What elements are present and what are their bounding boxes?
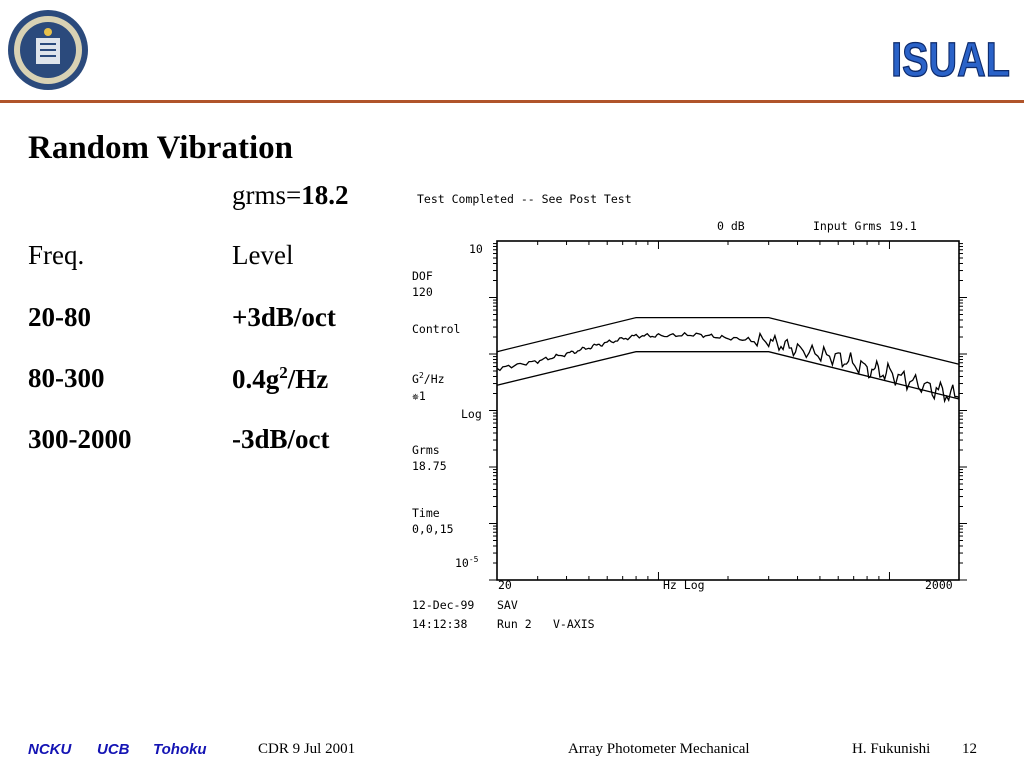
series-control [496, 331, 960, 404]
freq-header: Freq. [28, 240, 85, 270]
side-units-tail: /Hz [424, 372, 445, 386]
plot-input-grms: Input Grms 19.1 [813, 219, 917, 233]
x-right-label: 2000 [925, 578, 953, 592]
level-row-2-base: 0.4g [232, 364, 280, 394]
y-bottom-base: 10 [455, 556, 469, 570]
footer-org-ncku: NCKU [28, 741, 72, 758]
isual-logo-text: ISUAL [892, 34, 1010, 88]
plot-series [496, 316, 960, 404]
level-row-2-sup: 2 [279, 363, 288, 382]
side-time-value: 0,0,15 [412, 522, 454, 536]
plot-frame [496, 240, 960, 581]
plot-ticks [489, 241, 967, 581]
footer-time: 14:12:38 [412, 617, 467, 631]
side-dof-value: 120 [412, 285, 433, 299]
level-row-3: -3dB/oct [232, 424, 330, 454]
vibration-plot: Test Completed -- See Post Test 0 dB Inp… [412, 192, 967, 631]
side-grms-value: 18.75 [412, 459, 447, 473]
grms-value: 18.2 [301, 180, 349, 210]
isual-logo: ISUAL [892, 33, 1010, 88]
side-time-label: Time [412, 506, 440, 520]
y-bottom-label: 10-5 [455, 555, 479, 570]
side-control: Control [412, 322, 460, 336]
side-units-base: G [412, 372, 419, 386]
freq-row-2: 80-300 [28, 363, 105, 393]
footer-code: SAV [497, 598, 518, 612]
grms-line: grms=18.2 [232, 180, 348, 211]
side-units: G2/Hz [412, 371, 445, 386]
freq-row-3: 300-2000 [28, 424, 132, 454]
x-left-label: 20 [498, 578, 512, 592]
footer-run: Run 2 [497, 617, 532, 631]
footer-topic: Array Photometer Mechanical [568, 741, 750, 757]
side-dof-label: DOF [412, 269, 433, 283]
series-upper-tolerance [496, 316, 960, 365]
footer-axis: V-AXIS [553, 617, 595, 631]
footer-date: 12-Dec-99 [412, 598, 474, 612]
footer-org-ucb: UCB [97, 741, 130, 758]
plot-header: Test Completed -- See Post Test [417, 192, 632, 206]
footer-org-tohoku: Tohoku [153, 741, 207, 758]
x-axis-label: Hz Log [663, 578, 705, 592]
header-rule [0, 100, 1024, 103]
side-scale: Log [461, 407, 482, 421]
level-header: Level [232, 240, 294, 270]
level-row-2: 0.4g2/Hz [232, 363, 328, 395]
side-grms-label: Grms [412, 443, 440, 457]
grms-label: grms= [232, 180, 302, 210]
level-row-2-tail: /Hz [287, 364, 329, 394]
freq-row-1: 20-80 [28, 302, 91, 332]
footer-event: CDR 9 Jul 2001 [258, 741, 356, 757]
side-units-id: ✵1 [412, 389, 426, 403]
university-seal-icon [8, 10, 88, 90]
footer-author: H. Fukunishi [852, 741, 931, 757]
series-lower-tolerance [496, 351, 960, 400]
level-row-1: +3dB/oct [232, 302, 336, 332]
footer-page: 12 [962, 741, 977, 757]
plot-db-label: 0 dB [717, 219, 745, 233]
y-bottom-exp: -5 [469, 555, 479, 564]
y-top-label: 10 [469, 242, 483, 256]
slide-title: Random Vibration [28, 130, 293, 166]
side-units-sup: 2 [419, 371, 424, 380]
